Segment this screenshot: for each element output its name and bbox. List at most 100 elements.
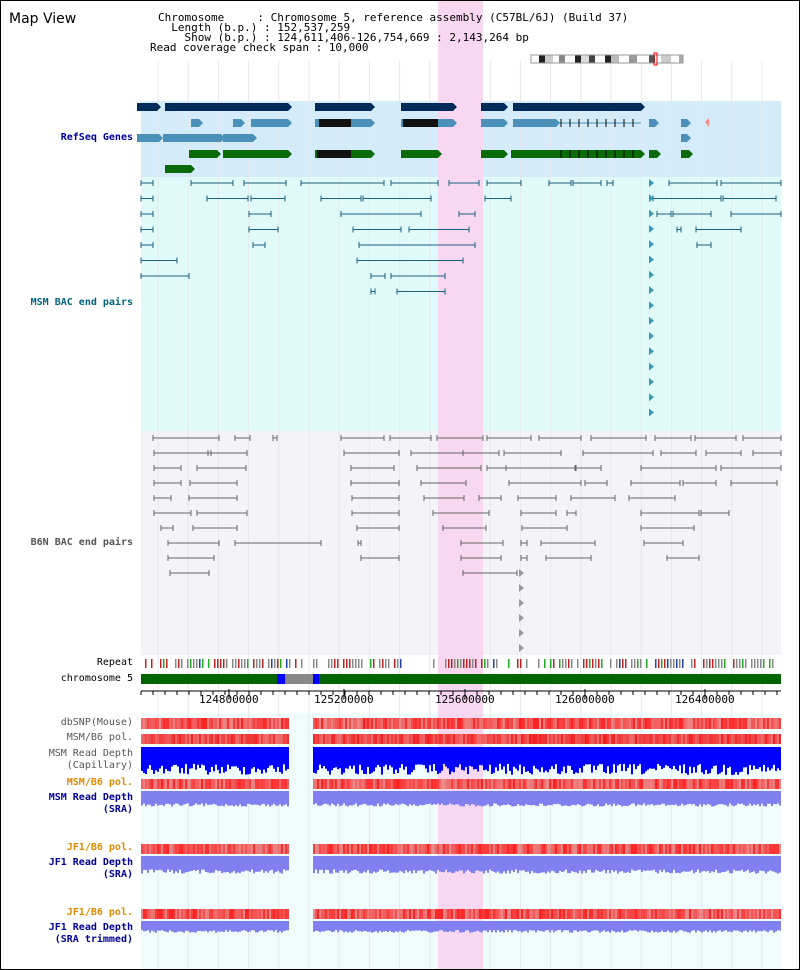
dbsnp-density — [177, 718, 179, 729]
msm-b6-pol-sra — [509, 779, 511, 789]
msm-b6-pol-sra — [549, 779, 551, 789]
msm-b6-pol-capillary — [203, 734, 205, 744]
jf1-b6-pol-trimmed — [383, 909, 385, 919]
track-label-b6n-bac-end-pairs[interactable]: B6N BAC end pairs — [30, 537, 133, 548]
msm-read-depth-capillary — [559, 747, 561, 775]
track-label-jf1-read-depth-sra[interactable]: JF1 Read Depth (SRA) — [48, 857, 133, 880]
jf1-read-depth-trimmed — [427, 921, 429, 932]
jf1-read-depth-sra — [163, 856, 165, 873]
jf1-b6-pol-sra — [779, 844, 781, 854]
msm-read-depth-capillary — [391, 747, 393, 768]
msm-read-depth-capillary — [595, 747, 597, 770]
jf1-b6-pol-trimmed — [457, 909, 459, 919]
jf1-read-depth-sra — [257, 856, 259, 872]
repeat-mark — [232, 659, 234, 668]
jf1-b6-pol-trimmed — [557, 909, 559, 919]
msm-b6-pol-capillary — [663, 734, 665, 744]
track-label-msm-b6-pol-capillary[interactable]: MSM/B6 pol. — [66, 732, 133, 743]
msm-b6-pol-sra — [271, 779, 273, 789]
jf1-b6-pol-sra — [551, 844, 553, 854]
msm-b6-pol-sra — [427, 779, 429, 789]
jf1-read-depth-trimmed — [323, 921, 325, 932]
msm-b6-pol-sra — [161, 779, 163, 789]
msm-read-depth-capillary — [707, 747, 709, 774]
jf1-b6-pol-sra — [639, 844, 641, 854]
jf1-read-depth-trimmed — [745, 921, 747, 931]
dbsnp-density — [621, 718, 623, 729]
jf1-read-depth-sra — [433, 856, 435, 872]
track-label-refseq-genes[interactable]: RefSeq Genes — [60, 132, 133, 143]
jf1-read-depth-trimmed — [575, 921, 577, 931]
msm-read-depth-sra — [349, 791, 351, 806]
jf1-read-depth-sra — [239, 856, 241, 874]
msm-read-depth-capillary — [367, 747, 369, 768]
jf1-read-depth-trimmed — [723, 921, 725, 931]
jf1-read-depth-trimmed — [313, 921, 315, 932]
show-value: 124,611,406-126,754,669 : 2,143,264 bp — [277, 31, 529, 44]
jf1-b6-pol-sra — [249, 844, 251, 854]
msm-read-depth-capillary — [363, 747, 365, 774]
gene-strand-arrow — [371, 103, 375, 111]
msm-b6-pol-sra — [639, 779, 641, 789]
jf1-b6-pol-sra — [425, 844, 427, 854]
track-label-jf1-b6-pol-trimmed[interactable]: JF1/B6 pol. — [66, 907, 133, 918]
msm-read-depth-sra — [175, 791, 177, 804]
jf1-read-depth-sra — [267, 856, 269, 873]
msm-b6-pol-capillary — [491, 734, 493, 744]
msm-read-depth-capillary — [495, 747, 497, 768]
gene-exon — [165, 103, 223, 111]
msm-b6-pol-sra — [629, 779, 631, 789]
msm-b6-pol-capillary — [241, 734, 243, 744]
jf1-b6-pol-trimmed — [737, 909, 739, 919]
repeat-mark — [706, 659, 708, 668]
dbsnp-density — [397, 718, 399, 729]
repeat-mark — [712, 659, 714, 668]
repeat-mark — [694, 659, 696, 668]
track-label-msm-read-depth-capillary[interactable]: MSM Read Depth (Capillary) — [48, 748, 133, 771]
jf1-b6-pol-sra — [659, 844, 661, 854]
jf1-b6-pol-sra — [511, 844, 513, 854]
jf1-read-depth-sra — [529, 856, 531, 874]
jf1-read-depth-trimmed — [465, 921, 467, 931]
track-label-dbsnp[interactable]: dbSNP(Mouse) — [60, 717, 133, 728]
msm-b6-pol-capillary — [547, 734, 549, 744]
repeat-mark — [496, 659, 498, 668]
track-label-jf1-b6-pol-sra[interactable]: JF1/B6 pol. — [66, 842, 133, 853]
msm-read-depth-sra — [699, 791, 701, 805]
dbsnp-density — [237, 718, 239, 729]
msm-b6-pol-capillary — [575, 734, 577, 744]
jf1-read-depth-sra — [243, 856, 245, 872]
msm-read-depth-capillary — [683, 747, 685, 765]
track-label-msm-read-depth-sra[interactable]: MSM Read Depth (SRA) — [48, 792, 133, 815]
dbsnp-density — [257, 718, 259, 729]
jf1-b6-pol-trimmed — [403, 909, 405, 919]
msm-b6-pol-sra — [487, 779, 489, 789]
jf1-b6-pol-sra — [455, 844, 457, 854]
msm-b6-pol-sra — [575, 779, 577, 789]
jf1-b6-pol-trimmed — [245, 909, 247, 919]
jf1-read-depth-sra — [625, 856, 627, 873]
msm-read-depth-sra — [219, 791, 221, 807]
jf1-b6-pol-sra — [185, 844, 187, 854]
jf1-b6-pol-sra — [273, 844, 275, 854]
msm-read-depth-sra — [675, 791, 677, 805]
track-label-msm-b6-pol-sra[interactable]: MSM/B6 pol. — [66, 777, 133, 788]
track-label-jf1-read-depth-trimmed[interactable]: JF1 Read Depth (SRA trimmed) — [48, 922, 133, 945]
jf1-b6-pol-sra — [439, 844, 441, 854]
jf1-read-depth-trimmed — [195, 921, 197, 933]
jf1-read-depth-trimmed — [647, 921, 649, 933]
track-label-msm-bac-end-pairs[interactable]: MSM BAC end pairs — [30, 297, 133, 308]
jf1-read-depth-sra — [503, 856, 505, 872]
dbsnp-density — [475, 718, 477, 729]
repeat-mark — [472, 659, 474, 668]
msm-read-depth-sra — [759, 791, 761, 807]
msm-b6-pol-sra — [523, 779, 525, 789]
msm-read-depth-sra — [421, 791, 423, 806]
dbsnp-density — [637, 718, 639, 729]
dbsnp-density — [767, 718, 769, 729]
dbsnp-density — [651, 718, 653, 729]
jf1-read-depth-sra — [535, 856, 537, 873]
msm-b6-pol-capillary — [433, 734, 435, 744]
msm-b6-pol-sra — [451, 779, 453, 789]
